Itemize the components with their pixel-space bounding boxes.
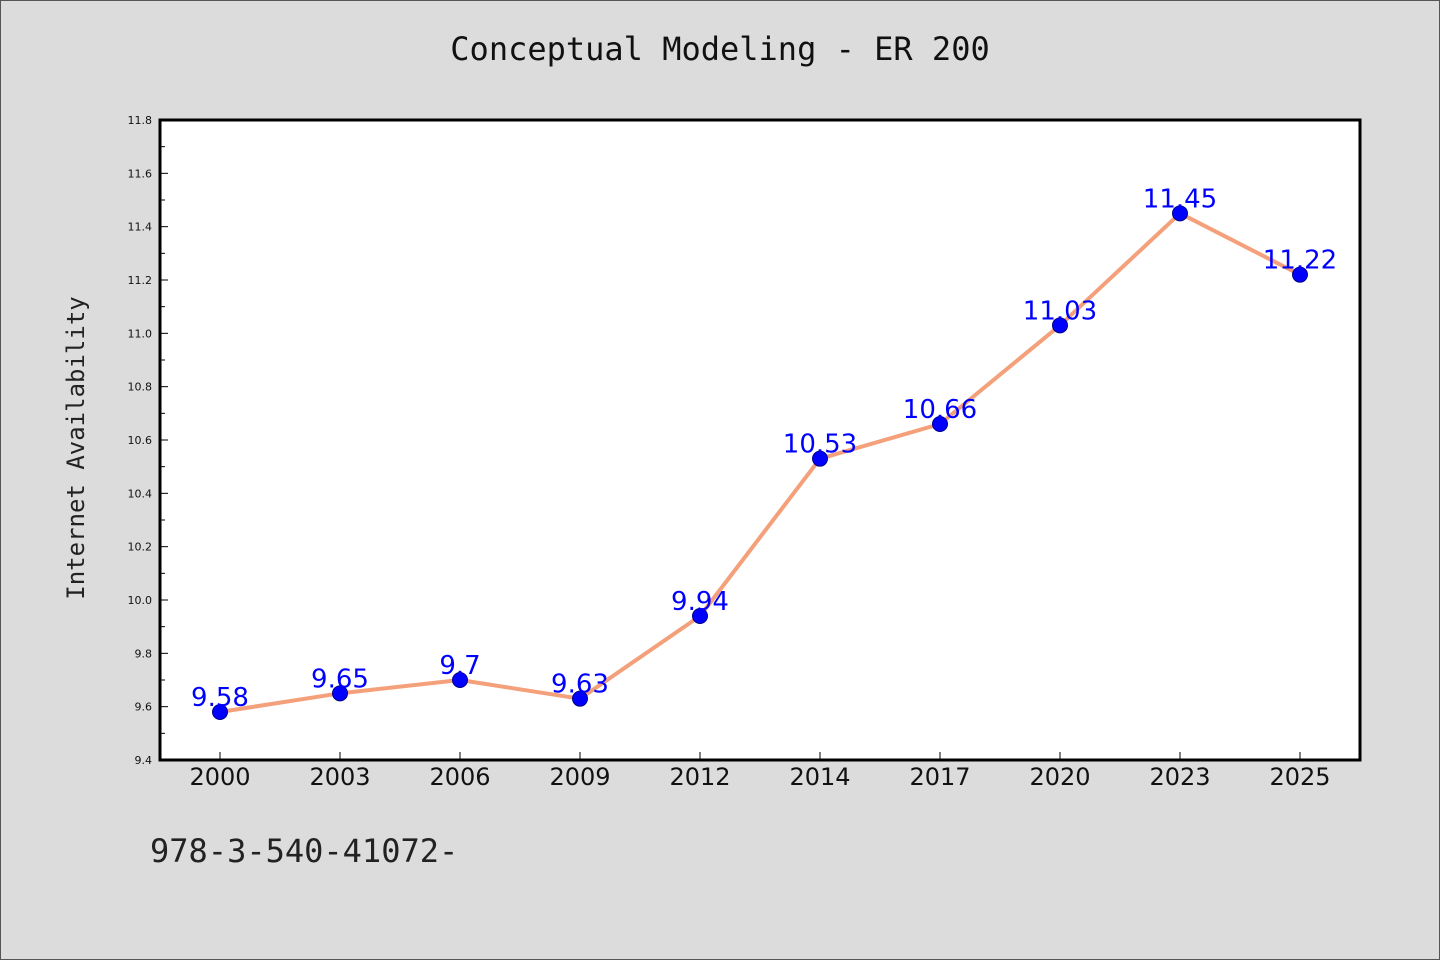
y-tick-label: 11.4 bbox=[128, 221, 153, 234]
x-tick-label: 2006 bbox=[429, 763, 490, 791]
footnote-text: 978-3-540-41072- bbox=[150, 832, 459, 870]
series-group: 9.58 9.65 9.7 9.63 9.94 10.53 10.66 11.03 11.45 1… bbox=[191, 184, 1337, 720]
y-tick-label: 10.6 bbox=[128, 434, 153, 447]
y-tick-label: 11.6 bbox=[128, 167, 153, 180]
x-axis-ticks: 2000 2003 2006 2009 2012 2014 2017 2020 2023 2025 bbox=[189, 752, 1331, 791]
x-tick-label: 2023 bbox=[1149, 763, 1210, 791]
y-tick-label: 11.0 bbox=[128, 327, 153, 340]
plot-area bbox=[158, 118, 1362, 762]
x-tick-label: 2020 bbox=[1029, 763, 1090, 791]
data-label: 10.66 bbox=[903, 395, 977, 425]
data-point bbox=[212, 704, 228, 720]
y-tick-label: 9.4 bbox=[135, 754, 153, 767]
data-label: 9.7 bbox=[439, 651, 480, 681]
y-tick-label: 10.0 bbox=[128, 594, 153, 607]
y-axis-ticks: 9.4 9.6 9.8 10.0 10.2 10.4 10.6 10.8 11.0 11.2 11.… bbox=[128, 114, 168, 767]
y-tick-label: 10.8 bbox=[128, 381, 153, 394]
data-point bbox=[1292, 266, 1308, 283]
x-tick-label: 2017 bbox=[909, 763, 970, 791]
series-line bbox=[218, 211, 1302, 714]
data-label: 9.94 bbox=[671, 587, 729, 617]
data-label: 11.22 bbox=[1263, 246, 1337, 276]
data-point bbox=[1052, 317, 1068, 334]
data-point bbox=[452, 672, 468, 688]
data-point bbox=[572, 690, 588, 707]
data-point bbox=[332, 685, 348, 702]
y-tick-label: 10.2 bbox=[128, 541, 153, 554]
y-tick-label: 9.6 bbox=[135, 701, 153, 714]
data-label: 9.58 bbox=[191, 683, 249, 713]
x-tick-label: 2000 bbox=[189, 763, 250, 791]
chart-title: Conceptual Modeling - ER 200 bbox=[450, 30, 990, 68]
data-point bbox=[932, 416, 948, 432]
y-tick-label: 10.4 bbox=[128, 487, 153, 500]
data-point bbox=[692, 608, 708, 624]
data-label: 9.65 bbox=[311, 664, 369, 694]
y-tick-label: 9.8 bbox=[135, 647, 153, 660]
x-tick-label: 2003 bbox=[309, 763, 370, 791]
x-tick-label: 2014 bbox=[789, 763, 850, 791]
data-label: 11.03 bbox=[1023, 296, 1097, 326]
data-label: 9.63 bbox=[551, 670, 609, 700]
x-tick-label: 2009 bbox=[549, 763, 610, 791]
data-point bbox=[812, 450, 828, 467]
y-tick-label: 11.8 bbox=[128, 114, 153, 127]
data-point bbox=[1172, 205, 1188, 222]
data-label: 11.45 bbox=[1143, 184, 1217, 214]
data-label: 10.53 bbox=[783, 430, 857, 460]
x-tick-label: 2025 bbox=[1269, 763, 1330, 791]
y-tick-label: 11.2 bbox=[128, 274, 153, 287]
x-tick-label: 2012 bbox=[669, 763, 730, 791]
